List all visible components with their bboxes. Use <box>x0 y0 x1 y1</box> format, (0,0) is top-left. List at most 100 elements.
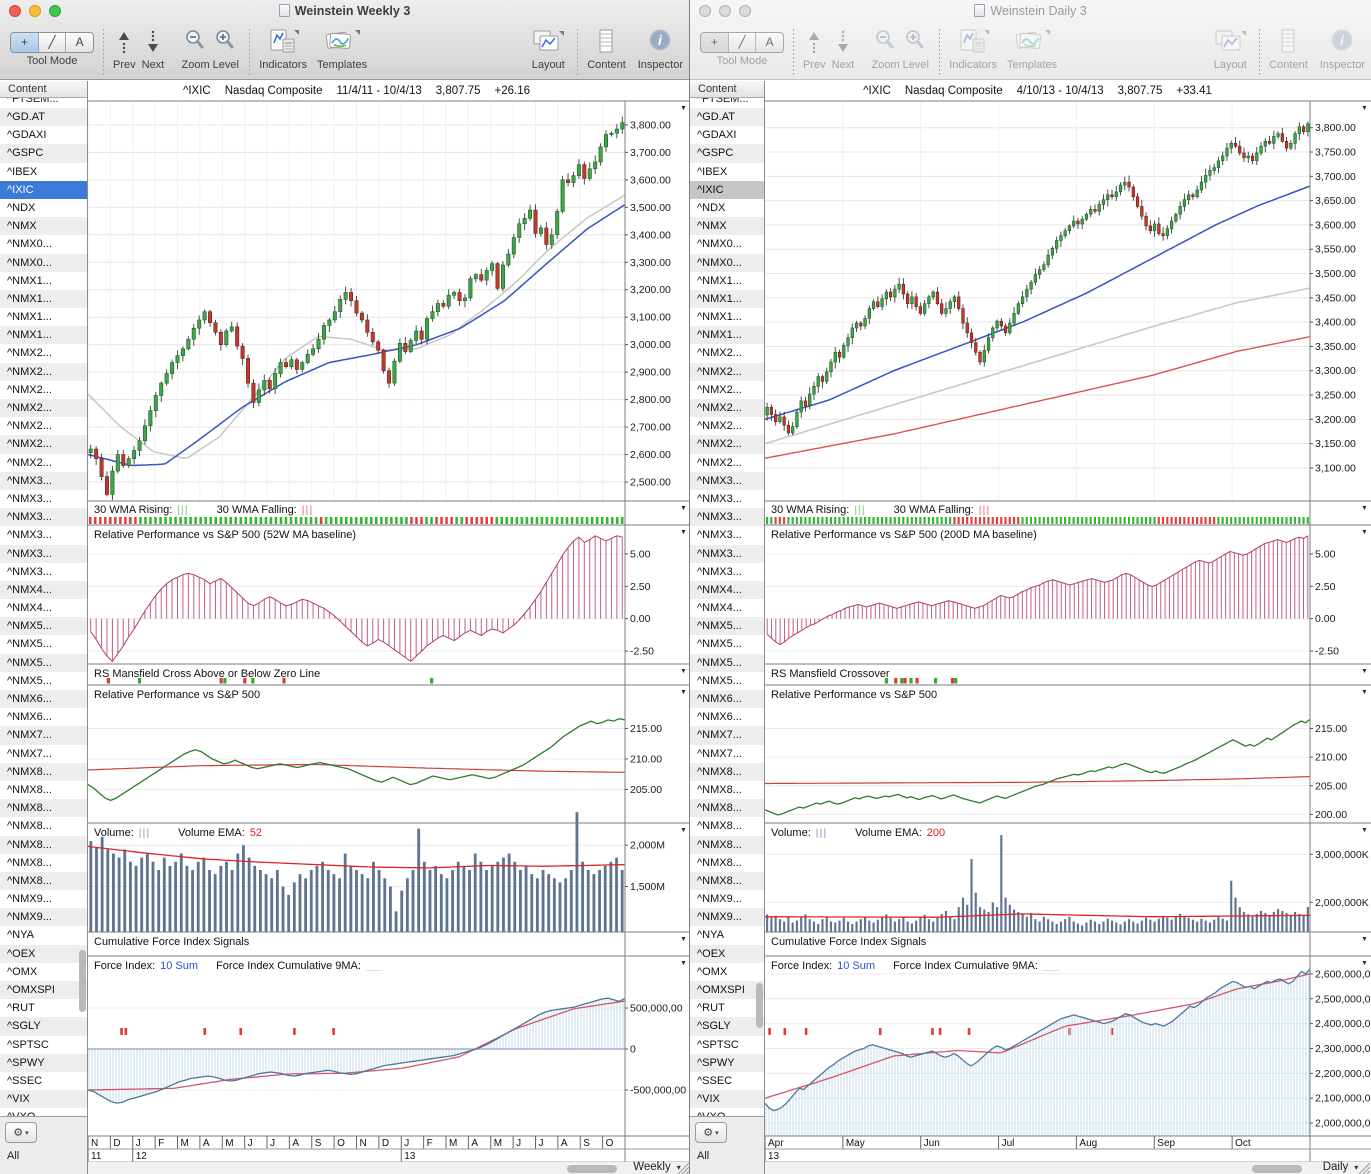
move-tool-icon[interactable]: + <box>11 33 39 52</box>
sidebar-item-nmx8[interactable]: ^NMX8... <box>690 871 764 891</box>
sidebar-item-nmx6[interactable]: ^NMX6... <box>7 711 52 724</box>
sidebar-item-nmx0[interactable]: ^NMX0... <box>0 253 87 272</box>
sidebar-item-nmx8[interactable]: ^NMX8... <box>690 799 764 818</box>
sidebar-item-nmx6[interactable]: ^NMX6... <box>0 690 87 709</box>
content-button[interactable]: Content <box>587 27 626 71</box>
sidebar-item-nmx8[interactable]: ^NMX8... <box>0 762 87 781</box>
sidebar-item-vxo[interactable]: ^VXO <box>0 1108 87 1116</box>
filter-all-label[interactable]: All <box>697 1150 710 1162</box>
sidebar-item-nmx[interactable]: ^NMX <box>690 217 764 236</box>
sidebar-item-nmx1[interactable]: ^NMX1... <box>690 289 764 309</box>
symbol-list[interactable]: ^FTSEM... ^GD.AT ^GDAXI ^GSPC ^IBEX ^IXIC ^NDX… <box>690 98 764 1116</box>
line-tool-icon[interactable]: ╱ <box>729 33 757 52</box>
sidebar-item-nmx7[interactable]: ^NMX7... <box>690 726 764 745</box>
templates-button[interactable]: Templates <box>317 27 367 71</box>
titlebar[interactable]: Weinstein Daily 3 <box>690 0 1371 22</box>
sidebar-item-omx[interactable]: ^OMX <box>697 965 728 978</box>
sidebar-item-nmx3[interactable]: ^NMX3... <box>0 544 87 563</box>
sidebar-item-nmx8[interactable]: ^NMX8... <box>0 871 87 891</box>
sidebar-item-ftsem[interactable]: ^FTSEM... <box>7 98 59 105</box>
sidebar-item-nmx3[interactable]: ^NMX3... <box>697 529 742 542</box>
sidebar-item-nmx0[interactable]: ^NMX0... <box>697 238 742 251</box>
templates-button[interactable]: Templates <box>1007 27 1057 71</box>
sidebar-item-nmx5[interactable]: ^NMX5... <box>697 638 742 651</box>
sidebar-item-sgly[interactable]: ^SGLY <box>0 1017 87 1036</box>
sidebar-item-ftsem[interactable]: ^FTSEM... <box>697 98 749 105</box>
sidebar-item-nmx2[interactable]: ^NMX2... <box>0 362 87 381</box>
sidebar-item-nmx7[interactable]: ^NMX7... <box>697 747 742 760</box>
next-button[interactable]: Next <box>832 27 854 71</box>
layout-button[interactable]: Layout <box>1210 27 1250 71</box>
sidebar-item-nmx2[interactable]: ^NMX2... <box>697 383 742 396</box>
sidebar-item-nya[interactable]: ^NYA <box>7 929 34 942</box>
sidebar-item-nmx2[interactable]: ^NMX2... <box>697 456 742 469</box>
prev-button[interactable]: Prev <box>113 27 136 71</box>
close-button[interactable] <box>699 5 711 17</box>
minimize-button[interactable] <box>719 5 731 17</box>
sidebar-item-nmx8[interactable]: ^NMX8... <box>0 835 87 854</box>
sidebar-item-spwy[interactable]: ^SPWY <box>690 1053 764 1072</box>
sidebar-item-nmx4[interactable]: ^NMX4... <box>7 602 52 615</box>
zoom-out-icon[interactable] <box>180 27 210 58</box>
sidebar-item-sgly[interactable]: ^SGLY <box>690 1017 764 1036</box>
sidebar-item-gdaxi[interactable]: ^GDAXI <box>697 129 737 142</box>
action-gear-button[interactable]: ⚙ ▾ <box>5 1122 37 1143</box>
indicators-button[interactable]: Indicators <box>949 27 997 71</box>
timeframe-selector[interactable]: Daily ▾ <box>1310 1154 1371 1174</box>
sidebar-item-nmx3[interactable]: ^NMX3... <box>690 471 764 490</box>
content-button[interactable]: Content <box>1269 27 1308 71</box>
sidebar-item-nmx5[interactable]: ^NMX5... <box>690 617 764 636</box>
sidebar-item-nmx8[interactable]: ^NMX8... <box>690 762 764 781</box>
sidebar-item-gspc[interactable]: ^GSPC <box>0 144 87 163</box>
sidebar-item-nmx1[interactable]: ^NMX1... <box>7 274 52 287</box>
sidebar-item-nmx1[interactable]: ^NMX1... <box>697 274 742 287</box>
tool-mode-segmented-control[interactable]: + ╱ A <box>700 32 784 53</box>
sidebar-item-nmx9[interactable]: ^NMX9... <box>7 893 52 906</box>
text-tool-icon[interactable]: A <box>75 35 84 49</box>
sidebar-item-nmx2[interactable]: ^NMX2... <box>697 347 742 360</box>
sidebar-item-ndx[interactable]: ^NDX <box>7 201 36 214</box>
sidebar-item-rut[interactable]: ^RUT <box>7 1002 35 1015</box>
sidebar-item-gspc[interactable]: ^GSPC <box>690 144 764 163</box>
text-tool-icon[interactable]: A <box>765 35 774 49</box>
sidebar-item-rut[interactable]: ^RUT <box>697 1002 725 1015</box>
close-button[interactable] <box>9 5 21 17</box>
scrollbar-thumb[interactable] <box>567 1165 617 1173</box>
inspector-button[interactable]: i Inspector <box>638 27 683 71</box>
indicators-button[interactable]: Indicators <box>259 27 307 71</box>
sidebar-item-ibex[interactable]: ^IBEX <box>7 165 38 178</box>
sidebar-item-vix[interactable]: ^VIX <box>690 1090 764 1109</box>
sidebar-item-vix[interactable]: ^VIX <box>0 1090 87 1109</box>
sidebar-item-nmx3[interactable]: ^NMX3... <box>690 544 764 563</box>
sidebar-scrollbar-thumb[interactable] <box>79 950 86 1012</box>
sidebar-item-nmx1[interactable]: ^NMX1... <box>690 326 764 345</box>
sidebar-item-nmx9[interactable]: ^NMX9... <box>690 908 764 927</box>
sidebar-item-nmx2[interactable]: ^NMX2... <box>690 399 764 418</box>
zoom-in-icon[interactable] <box>900 27 930 58</box>
action-gear-button[interactable]: ⚙ ▾ <box>695 1122 727 1143</box>
timeframe-selector[interactable]: Weekly ▾ <box>625 1154 689 1174</box>
sidebar-item-nmx8[interactable]: ^NMX8... <box>0 799 87 818</box>
sidebar-item-nmx1[interactable]: ^NMX1... <box>697 311 742 324</box>
sidebar-item-nmx1[interactable]: ^NMX1... <box>0 289 87 309</box>
scrollbar-thumb[interactable] <box>1252 1165 1302 1173</box>
next-button[interactable]: Next <box>142 27 164 71</box>
sidebar-item-nmx8[interactable]: ^NMX8... <box>697 856 742 869</box>
sidebar-item-nmx1[interactable]: ^NMX1... <box>0 326 87 345</box>
sidebar-item-gdat[interactable]: ^GD.AT <box>690 108 764 127</box>
prev-button[interactable]: Prev <box>803 27 826 71</box>
sidebar-item-vxo[interactable]: ^VXO <box>690 1108 764 1116</box>
layout-button[interactable]: Layout <box>528 27 568 71</box>
sidebar-item-sptsc[interactable]: ^SPTSC <box>7 1038 49 1051</box>
sidebar-item-nmx[interactable]: ^NMX <box>0 217 87 236</box>
symbol-list[interactable]: ^FTSEM... ^GD.AT ^GDAXI ^GSPC ^IBEX ^IXIC ^NDX… <box>0 98 87 1116</box>
sidebar-item-oex[interactable]: ^OEX <box>690 944 764 963</box>
sidebar-item-nmx2[interactable]: ^NMX2... <box>7 420 52 433</box>
sidebar-item-nmx2[interactable]: ^NMX2... <box>7 383 52 396</box>
sidebar-item-spwy[interactable]: ^SPWY <box>0 1053 87 1072</box>
sidebar-item-nmx5[interactable]: ^NMX5... <box>7 638 52 651</box>
sidebar-item-gdaxi[interactable]: ^GDAXI <box>7 129 47 142</box>
sidebar-item-nmx1[interactable]: ^NMX1... <box>7 311 52 324</box>
sidebar-item-omxspi[interactable]: ^OMXSPI <box>0 981 87 1000</box>
sidebar-item-nmx5[interactable]: ^NMX5... <box>0 653 87 672</box>
